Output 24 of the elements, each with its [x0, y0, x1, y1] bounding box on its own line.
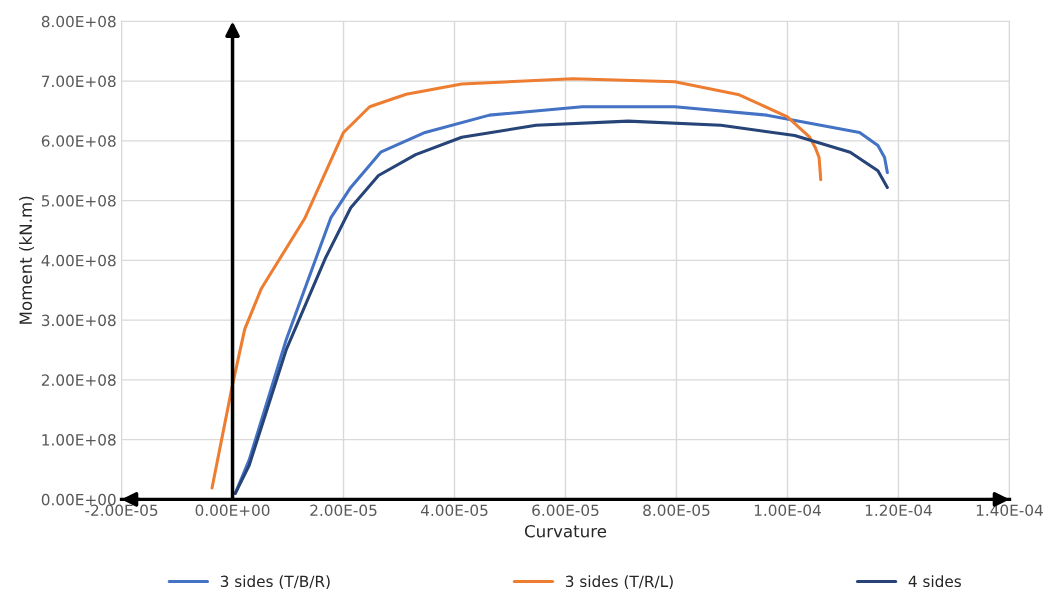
x-tick-label: 6.00E-05: [532, 504, 599, 517]
y-tick-label: 0.00E+00: [41, 493, 116, 506]
y-tick-label: 6.00E+08: [41, 135, 116, 147]
line-series: [210, 77, 823, 490]
x-tick-label: 0.00E+00: [195, 504, 270, 517]
x-tick-label: 1.40E-04: [976, 504, 1043, 517]
x-tick-label: 1.20E-04: [865, 504, 932, 517]
y-tick-label: 5.00E+08: [41, 195, 116, 207]
y-tick-label: 2.00E+08: [41, 374, 116, 386]
y-tick-label: 8.00E+08: [41, 15, 116, 28]
y-axis-title: Moment (kN.m): [19, 196, 34, 324]
y-tick-label: 7.00E+08: [42, 75, 116, 88]
legend-label: 3 sides (T/R/L): [565, 575, 673, 589]
y-tick-label: 3.00E+08: [41, 314, 116, 327]
legend-label: 3 sides (T/B/R): [220, 575, 330, 589]
x-axis-title: Curvature: [524, 524, 607, 538]
legend-label: 4 sides: [908, 575, 961, 588]
x-tick-label: 2.00E-05: [310, 504, 377, 517]
x-tick-label: -2.00E-05: [85, 504, 158, 517]
y-tick-label: 1.00E+08: [42, 434, 116, 446]
y-tick-label: 4.00E+08: [41, 254, 116, 267]
x-tick-label: 1.00E-04: [754, 504, 821, 517]
x-tick-label: 8.00E-05: [643, 504, 710, 517]
x-tick-label: 4.00E-05: [420, 504, 488, 517]
